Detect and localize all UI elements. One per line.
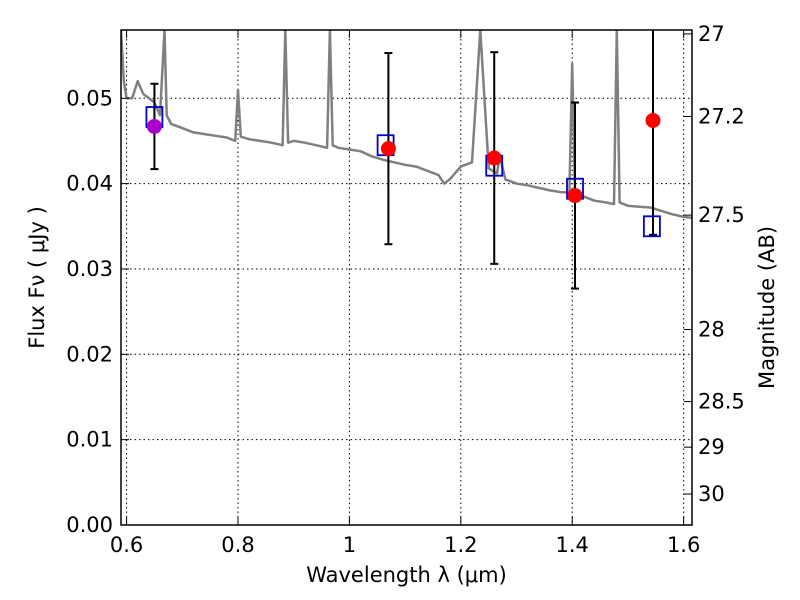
y-tick-label: 0.03	[66, 257, 113, 281]
x-axis-label: Wavelength λ (μm)	[306, 563, 507, 587]
x-tick-label: 0.6	[110, 533, 143, 557]
errorbar-series	[150, 30, 658, 290]
observed-point	[380, 141, 396, 157]
x-tick-label: 0.8	[221, 533, 254, 557]
x-tick-label: 1.2	[444, 533, 477, 557]
y-tick-label: 0.01	[66, 428, 113, 452]
model-point	[642, 215, 661, 238]
right-axis-label: Magnitude (AB)	[755, 226, 779, 389]
right-tick-label: 30	[698, 482, 725, 506]
y-tick-label: 0.04	[66, 172, 113, 196]
right-tick-label: 27.5	[698, 203, 745, 227]
grid	[121, 30, 692, 526]
observed-point	[486, 150, 502, 166]
x-tick-label: 1.6	[667, 533, 700, 557]
x-tick-label: 1	[343, 533, 356, 557]
y-tick-label: 0.05	[66, 86, 113, 110]
plot-frame	[120, 29, 693, 526]
observed-point	[146, 118, 162, 134]
observed-point	[567, 188, 583, 204]
x-tick-label: 1.4	[556, 533, 589, 557]
y-axis-label: Flux Fν ( μJy )	[25, 206, 49, 349]
right-tick-label: 27	[698, 22, 725, 46]
spectrum-series	[121, 30, 692, 220]
right-tick-label: 27.2	[698, 105, 745, 129]
ticks: 0.6 0.8 1 1.2 1.4 1.6 0.00 0.01 0.02 0.03 0.04 0.05…	[66, 22, 745, 557]
right-tick-label: 28.5	[698, 390, 745, 414]
observed-series	[146, 112, 661, 204]
right-tick-label: 29	[698, 435, 725, 459]
observed-point	[645, 112, 661, 128]
right-tick-label: 28	[698, 317, 725, 341]
y-tick-label: 0.02	[66, 342, 113, 366]
y-tick-label: 0.00	[66, 513, 113, 537]
model-series	[145, 106, 661, 238]
spectrum-line	[121, 30, 692, 220]
